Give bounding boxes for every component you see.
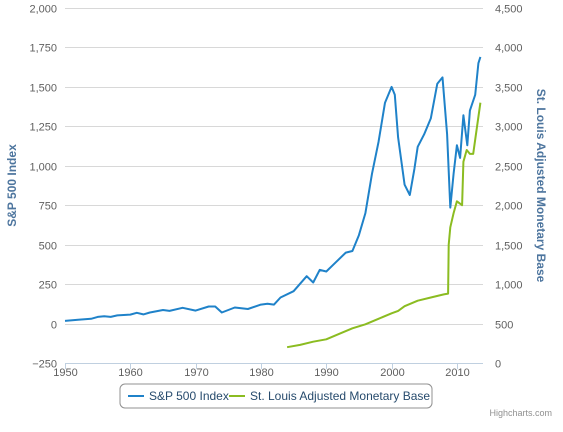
- x-tick-label: 1970: [184, 367, 208, 379]
- legend-item-sp500[interactable]: S&P 500 Index: [128, 389, 229, 403]
- left-tick-label: 0: [51, 320, 57, 332]
- left-axis-title: S&P 500 Index: [5, 144, 19, 227]
- legend-label-monetary-base: St. Louis Adjusted Monetary Base: [250, 389, 430, 403]
- series-layer: [64, 56, 482, 349]
- x-tick-label: 2000: [380, 367, 404, 379]
- series-line-sp500: [64, 56, 482, 322]
- x-tick-label: 1980: [249, 367, 273, 379]
- left-tick-label: 750: [39, 201, 57, 213]
- legend-label-sp500: S&P 500 Index: [149, 389, 229, 403]
- right-tick-label: 2,500: [495, 162, 523, 174]
- x-tick-label: 1950: [53, 367, 77, 379]
- legend: S&P 500 Index St. Louis Adjusted Monetar…: [119, 383, 433, 409]
- grid-lines: [65, 8, 483, 364]
- left-tick-label: 2,000: [29, 4, 57, 16]
- right-axis-title: St. Louis Adjusted Monetary Base: [534, 89, 548, 283]
- right-tick-label: 4,000: [495, 43, 523, 55]
- legend-item-monetary-base[interactable]: St. Louis Adjusted Monetary Base: [229, 389, 430, 403]
- right-tick-label: 4,500: [495, 4, 523, 16]
- x-tick-label: 2010: [445, 367, 469, 379]
- series-line-monetary-base: [286, 102, 482, 349]
- left-tick-label: 1,500: [29, 83, 57, 95]
- right-tick-label: 0: [495, 359, 501, 371]
- left-tick-label: 250: [39, 280, 57, 292]
- left-tick-label: 500: [39, 241, 57, 253]
- credits-link[interactable]: Highcharts.com: [489, 408, 552, 418]
- left-tick-label: 1,000: [29, 162, 57, 174]
- left-tick-label: −250: [32, 359, 57, 371]
- legend-box: [119, 383, 433, 409]
- right-tick-label: 2,000: [495, 201, 523, 213]
- right-tick-label: 1,500: [495, 241, 523, 253]
- right-tick-label: 3,000: [495, 122, 523, 134]
- left-tick-label: 1,250: [29, 122, 57, 134]
- left-tick-label: 1,750: [29, 43, 57, 55]
- right-tick-label: 3,500: [495, 83, 523, 95]
- x-tick-label: 1960: [118, 367, 142, 379]
- right-tick-label: 500: [495, 320, 513, 332]
- x-tick-label: 1990: [314, 367, 338, 379]
- right-tick-label: 1,000: [495, 280, 523, 292]
- axes: −250 0 250 500 750 1,000 1,250 1,500 1,750 2,000 0…: [29, 4, 522, 380]
